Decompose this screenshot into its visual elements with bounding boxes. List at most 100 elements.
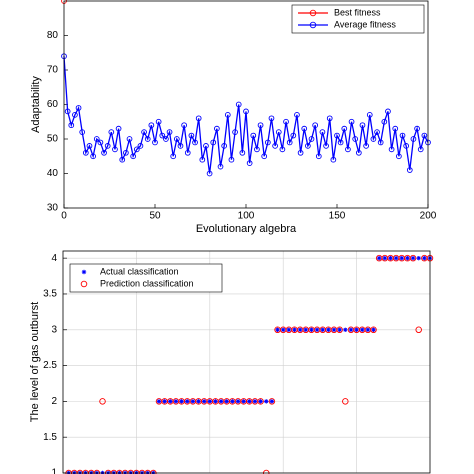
- asterisk-marker: [196, 399, 201, 404]
- circle-marker: [342, 398, 349, 405]
- circle-marker: [370, 136, 377, 142]
- circle-marker: [257, 122, 264, 129]
- circle-marker: [381, 118, 388, 125]
- asterisk-marker: [343, 327, 348, 332]
- asterisk-marker: [309, 327, 314, 332]
- circle-marker: [359, 122, 366, 129]
- circle-marker: [348, 118, 355, 125]
- asterisk-marker: [297, 327, 303, 332]
- circle-marker: [345, 146, 351, 153]
- asterisk-marker: [292, 327, 297, 332]
- asterisk-marker: [201, 399, 207, 404]
- circle-marker: [374, 129, 380, 135]
- asterisk-marker: [179, 399, 184, 404]
- asterisk-marker: [156, 399, 162, 404]
- asterisk-marker: [382, 255, 388, 261]
- chart: 30 40 50 60 70 80 0 50 100 150 200 Evolutionary alg…: [30, 0, 437, 235]
- circle-marker: [141, 129, 147, 135]
- circle-marker: [264, 139, 271, 146]
- asterisk-marker: [190, 399, 196, 404]
- asterisk-marker: [303, 327, 308, 332]
- circle-marker: [268, 115, 275, 122]
- circle-marker: [104, 143, 111, 149]
- circle-marker: [323, 143, 329, 149]
- asterisk-marker: [376, 255, 382, 261]
- asterisk-marker: [264, 399, 269, 404]
- circle-marker: [210, 139, 217, 146]
- circle-marker: [232, 129, 238, 135]
- circle-marker: [133, 146, 140, 153]
- circle-marker: [254, 146, 260, 153]
- circle-marker: [86, 143, 93, 149]
- circle-marker: [181, 122, 187, 129]
- circle-marker: [173, 136, 180, 142]
- y-tick-label: 60: [47, 99, 59, 110]
- circle-marker: [159, 132, 166, 139]
- circle-marker: [309, 9, 317, 17]
- asterisk-marker: [269, 399, 275, 404]
- plot-area: [64, 1, 428, 208]
- asterisk-marker: [416, 255, 421, 261]
- circle-marker: [294, 111, 300, 118]
- circle-marker: [246, 160, 253, 167]
- circle-marker: [388, 146, 395, 153]
- y-tick-label: 30: [47, 203, 59, 214]
- circle-marker: [392, 125, 399, 132]
- asterisk-marker: [185, 399, 190, 404]
- asterisk-marker: [314, 327, 320, 332]
- circle-marker: [385, 108, 391, 115]
- circle-marker: [82, 149, 89, 156]
- circle-marker: [152, 139, 158, 146]
- circle-marker: [72, 111, 78, 118]
- asterisk-marker: [207, 399, 212, 404]
- asterisk-marker: [241, 399, 246, 404]
- circle-marker: [309, 21, 317, 29]
- circle-marker: [199, 156, 206, 163]
- circle-marker: [334, 132, 340, 139]
- circle-marker: [144, 136, 151, 142]
- circle-marker: [250, 132, 257, 139]
- y-axis-label: Adaptability: [30, 76, 42, 133]
- asterisk-marker: [405, 255, 410, 261]
- legend-box: [291, 4, 425, 34]
- asterisk-marker: [320, 327, 325, 332]
- circle-marker: [170, 153, 177, 160]
- x-axis-label: Evolutionary algebra: [196, 223, 297, 235]
- y-tick-label: 2: [51, 396, 57, 407]
- circle-marker: [279, 146, 286, 153]
- circle-marker: [421, 132, 428, 139]
- asterisk-marker: [258, 399, 263, 404]
- circle-marker: [370, 326, 377, 334]
- asterisk-marker: [218, 399, 224, 404]
- circle-marker: [214, 125, 220, 132]
- asterisk-marker: [281, 327, 286, 332]
- circle-marker: [319, 129, 326, 135]
- circle-marker: [315, 153, 322, 160]
- y-tick-label: 40: [47, 168, 59, 179]
- circle-marker: [243, 108, 249, 115]
- circle-marker: [93, 136, 100, 142]
- circle-marker: [101, 149, 107, 156]
- circle-marker: [224, 111, 231, 118]
- asterisk-marker: [337, 327, 342, 332]
- circle-marker: [377, 139, 384, 146]
- y-axis-label: The level of gas outburst: [29, 302, 41, 422]
- circle-marker: [341, 125, 348, 132]
- asterisk-marker: [365, 327, 371, 332]
- x-tick-label: 100: [238, 211, 255, 222]
- circle-marker: [396, 153, 402, 160]
- asterisk-marker: [371, 327, 376, 332]
- circle-marker: [297, 149, 304, 156]
- x-tick-label: 200: [420, 211, 437, 222]
- asterisk-marker: [348, 327, 354, 332]
- circle-marker: [305, 143, 311, 149]
- circle-marker: [163, 136, 169, 142]
- asterisk-marker: [360, 327, 365, 332]
- asterisk-marker: [168, 399, 173, 404]
- circle-marker: [188, 132, 195, 139]
- legend-label: Best fitness: [334, 7, 381, 17]
- plot-frame: [63, 0, 429, 209]
- asterisk-marker: [173, 399, 179, 404]
- legend-label: Average fitness: [334, 19, 396, 29]
- circle-marker: [417, 146, 424, 153]
